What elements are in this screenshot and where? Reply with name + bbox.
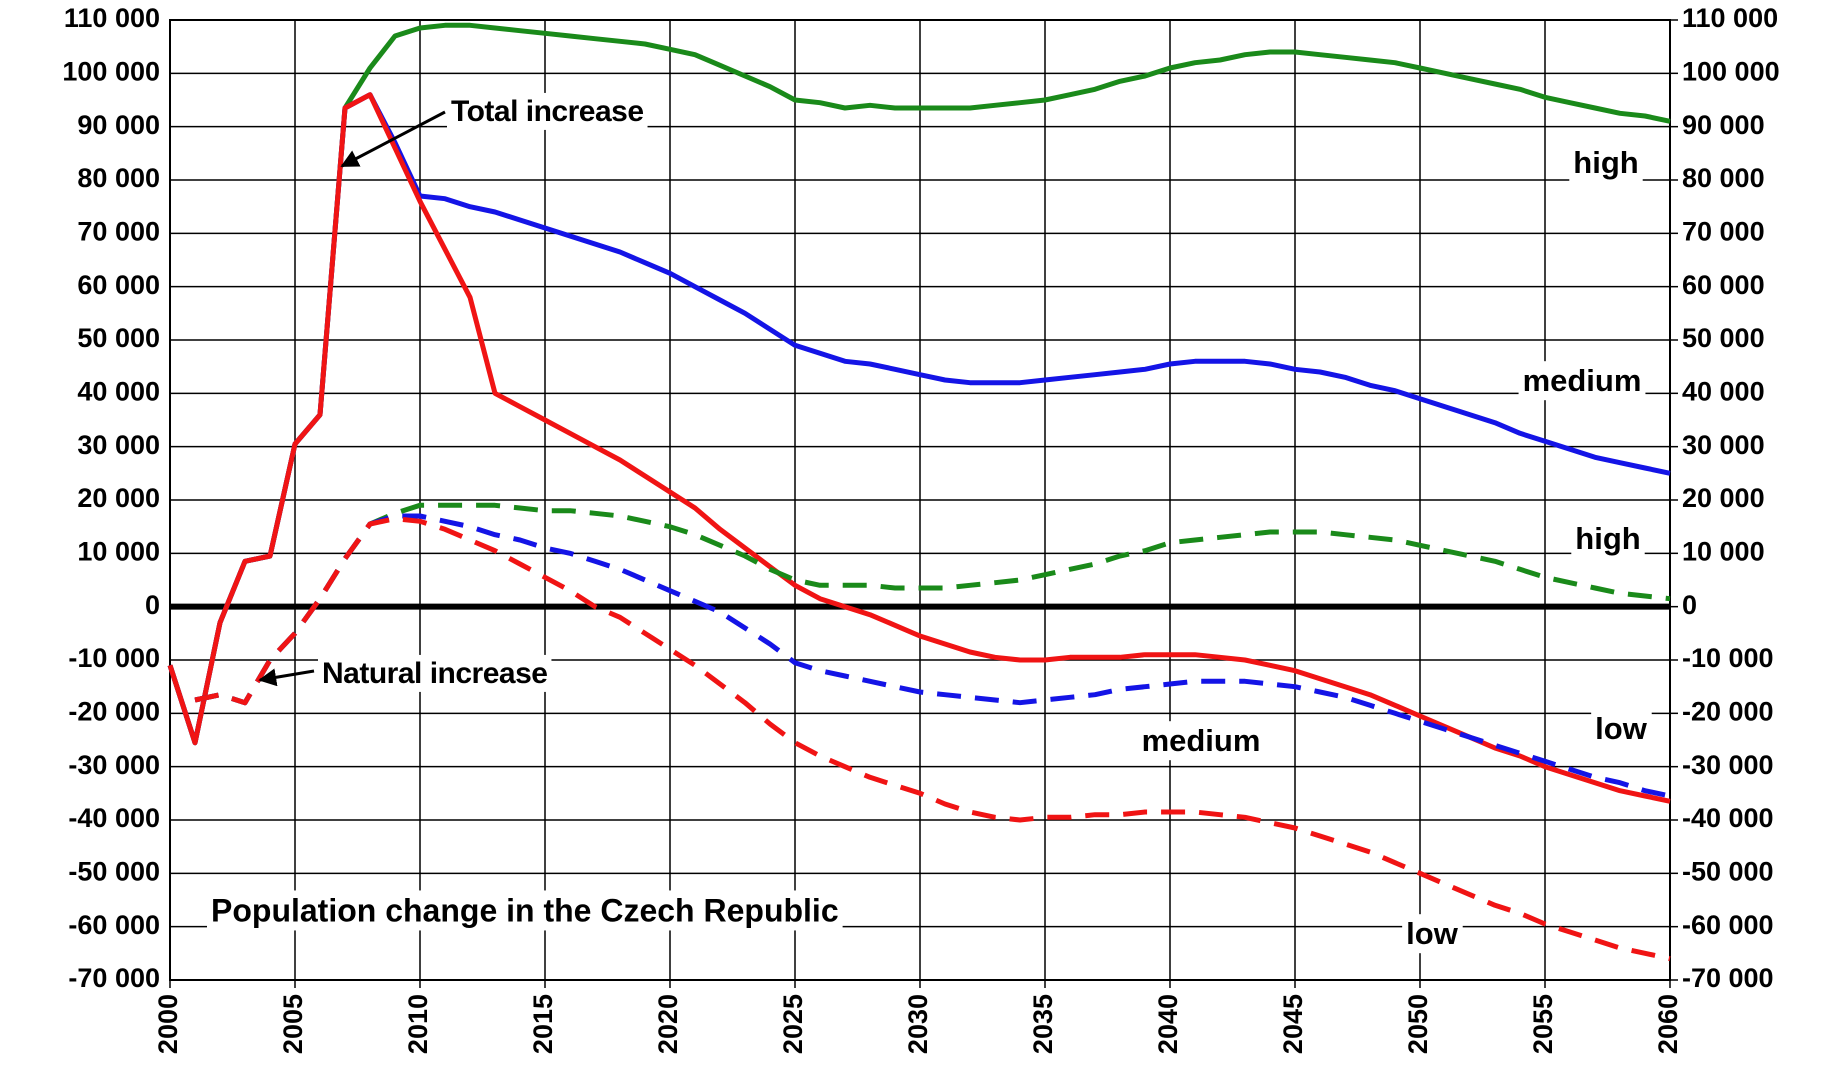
y-tick-label: -70 000 bbox=[68, 963, 160, 993]
y-tick-label: -30 000 bbox=[68, 750, 160, 780]
series-label-bg bbox=[1569, 143, 1643, 183]
series-label-bg bbox=[1571, 519, 1645, 559]
y2-tick-label: -50 000 bbox=[1682, 856, 1774, 886]
x-tick-label: 2025 bbox=[778, 994, 808, 1054]
y2-tick-label: 110 000 bbox=[1682, 3, 1778, 33]
y-tick-label: -60 000 bbox=[68, 910, 160, 940]
y2-tick-label: -30 000 bbox=[1682, 750, 1774, 780]
y-tick-label: 50 000 bbox=[77, 323, 160, 353]
x-tick-label: 2040 bbox=[1153, 994, 1183, 1054]
y2-tick-label: 0 bbox=[1682, 590, 1697, 620]
series-label: low bbox=[1406, 916, 1459, 951]
y2-tick-label: -40 000 bbox=[1682, 803, 1774, 833]
y-tick-label: 80 000 bbox=[77, 163, 160, 193]
y-tick-label: -20 000 bbox=[68, 696, 160, 726]
y2-tick-label: 80 000 bbox=[1682, 163, 1765, 193]
series-label-bg bbox=[1137, 721, 1265, 761]
y-tick-label: 30 000 bbox=[77, 430, 160, 460]
chart-title-bg bbox=[207, 890, 843, 931]
y2-tick-label: 40 000 bbox=[1682, 376, 1765, 406]
series-label-bg bbox=[1402, 914, 1463, 954]
x-tick-label: 2000 bbox=[153, 994, 183, 1054]
y-tick-label: 10 000 bbox=[77, 536, 160, 566]
series-line bbox=[194, 513, 1671, 799]
y-tick-label: 100 000 bbox=[62, 56, 160, 86]
y2-tick-label: -60 000 bbox=[1682, 910, 1774, 940]
y2-tick-label: 20 000 bbox=[1682, 483, 1765, 513]
x-tick-label: 2020 bbox=[653, 994, 683, 1054]
x-tick-label: 2030 bbox=[903, 994, 933, 1054]
x-tick-label: 2015 bbox=[528, 994, 558, 1054]
y2-tick-label: 60 000 bbox=[1682, 270, 1765, 300]
annotation-bg bbox=[447, 92, 648, 130]
y2-tick-label: 10 000 bbox=[1682, 536, 1765, 566]
x-tick-label: 2050 bbox=[1403, 994, 1433, 1054]
x-tick-label: 2055 bbox=[1528, 994, 1558, 1054]
annotation: Total increase bbox=[451, 95, 644, 128]
series-line bbox=[167, 22, 1671, 746]
x-tick-label: 2035 bbox=[1028, 994, 1058, 1054]
series-line bbox=[194, 502, 1671, 706]
arrow bbox=[340, 110, 446, 168]
y-tick-label: -10 000 bbox=[68, 643, 160, 673]
chart-title: Population change in the Czech Republic bbox=[211, 892, 839, 928]
x-tick-label: 2005 bbox=[278, 994, 308, 1054]
series-line bbox=[167, 92, 1671, 804]
y-tick-label: 90 000 bbox=[77, 110, 160, 140]
y2-tick-label: -10 000 bbox=[1682, 643, 1774, 673]
series-label: medium bbox=[1142, 723, 1261, 758]
y2-tick-label: -20 000 bbox=[1682, 696, 1774, 726]
y-tick-label: 70 000 bbox=[77, 216, 160, 246]
y2-tick-label: -70 000 bbox=[1682, 963, 1774, 993]
series-label: low bbox=[1595, 711, 1648, 746]
series-label: high bbox=[1575, 521, 1640, 556]
y-tick-label: 110 000 bbox=[64, 3, 160, 33]
y-tick-label: -50 000 bbox=[68, 856, 160, 886]
y2-tick-label: 70 000 bbox=[1682, 216, 1765, 246]
grid bbox=[169, 19, 1671, 988]
y-tick-label: 0 bbox=[145, 590, 160, 620]
series-label: medium bbox=[1523, 363, 1642, 398]
y-tick-label: 40 000 bbox=[77, 376, 160, 406]
x-tick-label: 2045 bbox=[1278, 994, 1308, 1054]
y2-tick-label: 100 000 bbox=[1682, 56, 1780, 86]
y-tick-label: 20 000 bbox=[77, 483, 160, 513]
series-label: high bbox=[1573, 145, 1638, 180]
series-line bbox=[194, 516, 1671, 962]
arrow bbox=[258, 668, 315, 687]
annotation: Natural increase bbox=[322, 657, 547, 690]
y2-tick-label: 30 000 bbox=[1682, 430, 1765, 460]
x-tick-label: 2060 bbox=[1653, 994, 1683, 1054]
y-tick-label: 60 000 bbox=[77, 270, 160, 300]
x-tick-label: 2010 bbox=[403, 994, 433, 1054]
series-label-bg bbox=[1591, 709, 1652, 749]
annotation-bg bbox=[318, 654, 552, 692]
series-label-bg bbox=[1518, 361, 1646, 401]
y2-tick-label: 90 000 bbox=[1682, 110, 1765, 140]
y-tick-label: -40 000 bbox=[68, 803, 160, 833]
y2-tick-label: 50 000 bbox=[1682, 323, 1765, 353]
